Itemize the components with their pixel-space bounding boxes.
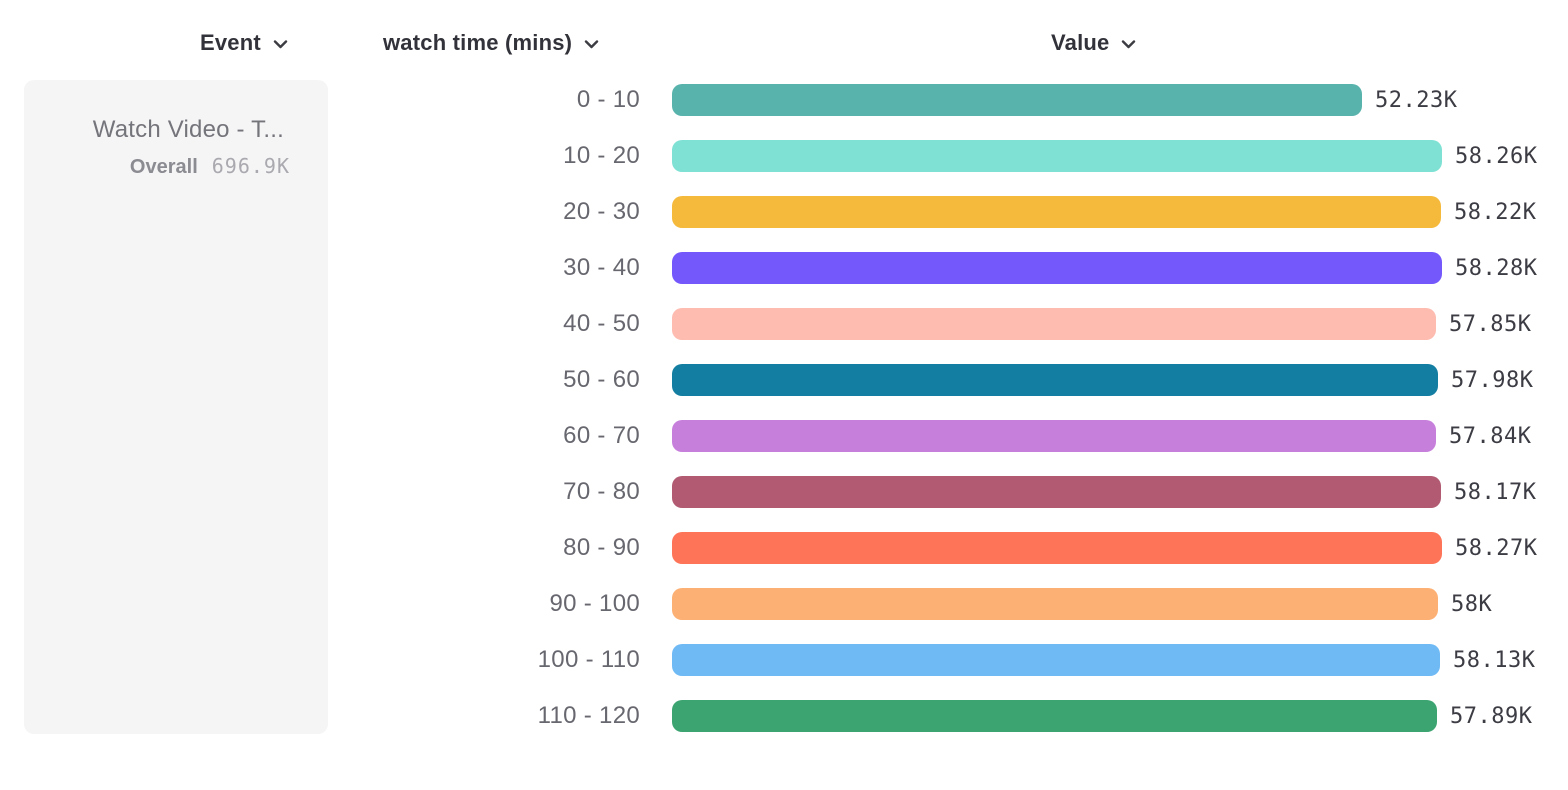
bar-segment[interactable]: [672, 252, 1442, 284]
chart-row: 10 - 20 58.26K: [0, 128, 1568, 184]
event-column-label: Event: [200, 30, 261, 55]
bar-value: 58.17K: [1454, 479, 1537, 505]
bucket-label: 40 - 50: [563, 310, 640, 337]
bar-value: 58.26K: [1455, 143, 1538, 169]
bar-segment[interactable]: [672, 700, 1437, 732]
value-column-label: Value: [1051, 30, 1110, 55]
bucket-label: 90 - 100: [549, 590, 640, 617]
overall-value: 696.9K: [211, 154, 290, 178]
chevron-down-icon: [273, 40, 288, 49]
chart-row: 30 - 40 58.28K: [0, 240, 1568, 296]
bar-segment[interactable]: [672, 588, 1438, 620]
value-column-dropdown[interactable]: Value: [1051, 28, 1136, 58]
chart-row: 80 - 90 58.27K: [0, 520, 1568, 576]
bar-segment[interactable]: [672, 476, 1441, 508]
bar-value: 57.98K: [1451, 367, 1534, 393]
bar-value: 58.27K: [1455, 535, 1538, 561]
bar-value: 57.84K: [1449, 423, 1532, 449]
bar-segment[interactable]: [672, 84, 1362, 116]
chart-row: 70 - 80 58.17K: [0, 464, 1568, 520]
event-card[interactable]: Watch Video - T... Overall 696.9K: [24, 80, 328, 734]
bar-segment[interactable]: [672, 140, 1442, 172]
bar-segment[interactable]: [672, 196, 1441, 228]
bar-segment[interactable]: [672, 532, 1442, 564]
bar-segment[interactable]: [672, 364, 1438, 396]
breakdown-column-dropdown[interactable]: watch time (mins): [383, 28, 599, 58]
bucket-label: 100 - 110: [537, 646, 640, 673]
chart-row: 20 - 30 58.22K: [0, 184, 1568, 240]
chart-row: 100 - 110 58.13K: [0, 632, 1568, 688]
bucket-label: 50 - 60: [563, 366, 640, 393]
chevron-down-icon: [584, 40, 599, 49]
overall-label: Overall: [129, 156, 198, 178]
chevron-down-icon: [1121, 40, 1136, 49]
bar-value: 57.85K: [1449, 311, 1532, 337]
bucket-label: 110 - 120: [537, 702, 640, 729]
chart-row: 50 - 60 57.98K: [0, 352, 1568, 408]
bucket-label: 20 - 30: [563, 198, 640, 225]
bucket-label: 70 - 80: [563, 478, 640, 505]
bar-value: 58.28K: [1455, 255, 1538, 281]
bucket-label: 10 - 20: [563, 142, 640, 169]
bar-chart: 0 - 10 52.23K 10 - 20 58.26K 20 - 30 58.…: [0, 72, 1568, 744]
event-overall-row: Overall 696.9K: [24, 154, 290, 179]
event-title: Watch Video - T...: [92, 116, 284, 143]
chart-row: 0 - 10 52.23K: [0, 72, 1568, 128]
bar-segment[interactable]: [672, 308, 1436, 340]
breakdown-column-label: watch time (mins): [383, 30, 573, 55]
bar-value: 52.23K: [1375, 87, 1458, 113]
bucket-label: 0 - 10: [576, 86, 640, 113]
bar-value: 58.13K: [1453, 647, 1536, 673]
chart-row: 40 - 50 57.85K: [0, 296, 1568, 352]
bar-segment[interactable]: [672, 644, 1440, 676]
chart-row: 60 - 70 57.84K: [0, 408, 1568, 464]
bucket-label: 30 - 40: [563, 254, 640, 281]
bar-segment[interactable]: [672, 420, 1436, 452]
bar-value: 58K: [1451, 591, 1493, 617]
chart-row: 110 - 120 57.89K: [0, 688, 1568, 744]
bucket-label: 80 - 90: [563, 534, 640, 561]
bar-value: 57.89K: [1450, 703, 1533, 729]
chart-row: 90 - 100 58K: [0, 576, 1568, 632]
bucket-label: 60 - 70: [563, 422, 640, 449]
event-column-dropdown[interactable]: Event: [200, 28, 288, 58]
bar-value: 58.22K: [1454, 199, 1537, 225]
